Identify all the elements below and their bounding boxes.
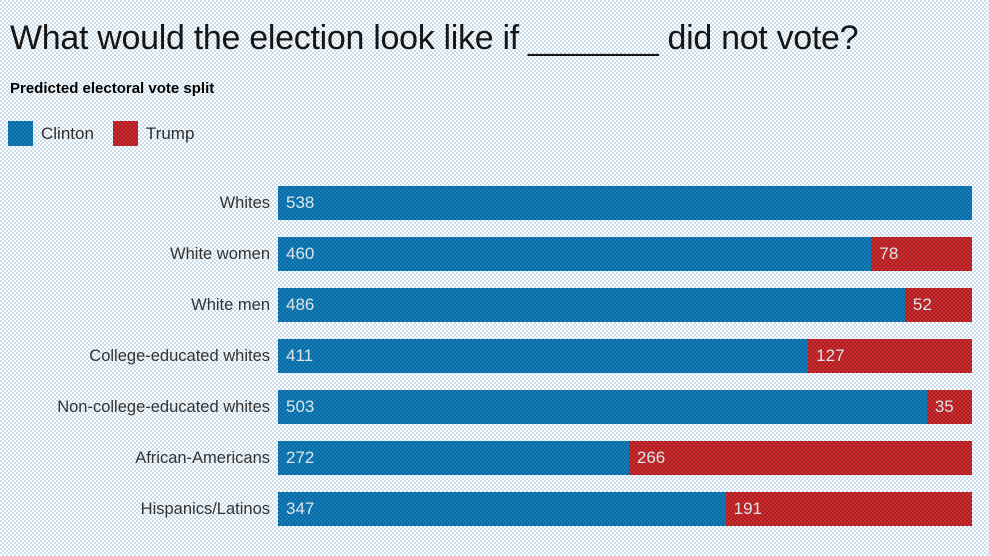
trump-bar-segment: 266 [628, 441, 972, 476]
clinton-bar-segment: 347 [278, 492, 726, 527]
bar-row: White women 460 78 [0, 237, 989, 272]
trump-color-swatch [112, 121, 138, 147]
trump-bar-segment: 78 [871, 237, 972, 272]
bar-row: Hispanics/Latinos 347 191 [0, 492, 989, 527]
clinton-bar-segment: 411 [278, 339, 809, 374]
legend: Clinton Trump [8, 121, 989, 147]
bar-track: 272 266 [278, 441, 972, 476]
chart-subtitle: Predicted electoral vote split [10, 80, 215, 98]
clinton-bar-segment: 486 [278, 288, 905, 323]
clinton-value-label: 538 [286, 193, 315, 213]
category-label: College-educated whites [89, 347, 270, 366]
category-label: Hispanics/Latinos [140, 500, 270, 519]
bar-chart: Whites 538 White women 460 78 White men [0, 186, 989, 527]
bar-row: African-Americans 272 266 [0, 441, 989, 476]
clinton-bar-segment: 503 [278, 390, 927, 425]
chart-title: What would the election look like if ___… [10, 19, 859, 57]
trump-bar-segment: 191 [725, 492, 972, 527]
category-label: Non-college-educated whites [57, 398, 270, 417]
clinton-color-swatch [8, 121, 33, 147]
bar-track: 411 127 [278, 339, 972, 374]
bar-row: White men 486 52 [0, 288, 989, 323]
clinton-value-label: 460 [286, 244, 315, 264]
trump-bar-segment: 52 [904, 288, 972, 323]
bar-track: 538 [278, 186, 972, 221]
trump-value-label: 127 [816, 346, 845, 366]
clinton-value-label: 503 [286, 397, 315, 417]
bar-track: 486 52 [278, 288, 972, 323]
trump-value-label: 35 [934, 397, 954, 417]
trump-bar-segment: 127 [808, 339, 972, 374]
bar-track: 460 78 [278, 237, 972, 272]
clinton-bar-segment: 538 [278, 186, 972, 221]
clinton-bar-segment: 460 [278, 237, 872, 272]
category-label: African-Americans [135, 449, 270, 468]
legend-item-clinton: Clinton [8, 121, 94, 147]
bar-row: College-educated whites 411 127 [0, 339, 989, 374]
legend-label-clinton: Clinton [41, 123, 94, 143]
bar-track: 347 191 [278, 492, 972, 527]
trump-value-label: 52 [912, 295, 932, 315]
trump-value-label: 78 [879, 244, 899, 264]
clinton-value-label: 272 [286, 448, 315, 468]
clinton-value-label: 486 [286, 295, 315, 315]
clinton-value-label: 347 [286, 499, 315, 519]
legend-item-trump: Trump [112, 121, 195, 147]
clinton-value-label: 411 [286, 346, 314, 366]
bar-track: 503 35 [278, 390, 972, 425]
trump-bar-segment: 35 [926, 390, 972, 425]
legend-label-trump: Trump [145, 123, 195, 143]
trump-value-label: 266 [636, 448, 666, 468]
bar-row: Whites 538 [0, 186, 989, 221]
category-label: Whites [219, 194, 270, 213]
category-label: White women [170, 245, 270, 264]
category-label: White men [191, 296, 270, 315]
trump-value-label: 191 [733, 499, 762, 519]
clinton-bar-segment: 272 [278, 441, 629, 476]
bar-row: Non-college-educated whites 503 35 [0, 390, 989, 425]
